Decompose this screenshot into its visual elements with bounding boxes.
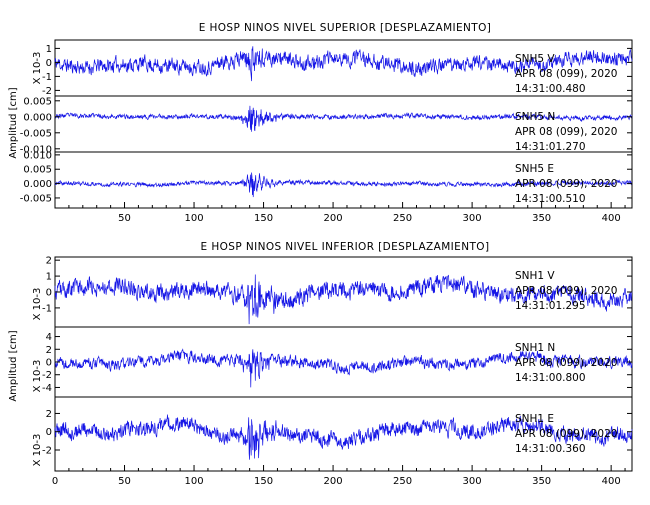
y-tick-label: 2 xyxy=(46,409,52,420)
x-tick-label: 400 xyxy=(602,213,621,224)
x-tick-label: 250 xyxy=(393,213,412,224)
y-tick-label: -0.005 xyxy=(20,128,52,139)
x-tick-label: 50 xyxy=(118,476,131,487)
x-tick-label: 50 xyxy=(118,213,131,224)
panel-snh1-v: 2 1 0 -1 X 10-3 SNH1 V APR 08 (099), 2020 1… xyxy=(32,256,633,328)
x-tick-label: 100 xyxy=(184,213,203,224)
y-tick-label: -2 xyxy=(42,86,52,97)
y-tick-label: 0.005 xyxy=(23,96,52,107)
trace-snh5-e xyxy=(54,172,633,198)
date-label: APR 08 (099), 2020 xyxy=(515,428,617,440)
y-tick-label: 0 xyxy=(46,58,52,69)
y-tick-label: 0 xyxy=(46,427,52,438)
x-tick-label: 200 xyxy=(324,213,343,224)
x-tick-label: 350 xyxy=(532,213,551,224)
panel-snh5-e: 0.010 0.005 0.000 -0.005 SNH5 E APR 08 (099… xyxy=(20,150,633,209)
x-tick-label: 350 xyxy=(532,476,551,487)
x-tick-label: 300 xyxy=(463,213,482,224)
station-label: SNH5 V xyxy=(515,53,555,65)
ylabel-inferior: Amplitud [cm] xyxy=(8,330,19,401)
time-label: 14:31:01.295 xyxy=(515,300,586,312)
y-tick-label: 0 xyxy=(46,358,52,369)
x-tick-label: 100 xyxy=(184,476,203,487)
y-tick-label: 0.010 xyxy=(23,150,52,161)
date-label: APR 08 (099), 2020 xyxy=(515,357,617,369)
y-tick-label: -0.005 xyxy=(20,193,52,204)
station-label: SNH1 V xyxy=(515,270,555,282)
panel-snh1-e: 2 0 -2 X 10-3 SNH1 E APR 08 (099), 2020 14… xyxy=(32,396,633,472)
date-label: APR 08 (099), 2020 xyxy=(515,126,617,138)
unit-label: X 10-3 xyxy=(32,288,43,321)
x-tick-label: 300 xyxy=(463,476,482,487)
y-tick-label: 0.000 xyxy=(23,112,52,123)
y-tick-label: -2 xyxy=(42,445,52,456)
y-tick-label: -1 xyxy=(42,72,52,83)
trace-snh5-v xyxy=(54,46,633,82)
station-label: SNH5 E xyxy=(515,163,554,175)
trace-snh1-v xyxy=(54,274,633,325)
x-tick-label: 0 xyxy=(52,476,58,487)
unit-label: X 10-3 xyxy=(32,52,43,85)
panel-snh5-n: 0.005 0.000 -0.005 -0.010 SNH5 N APR 08 (09… xyxy=(20,95,633,155)
y-tick-label: 1 xyxy=(46,272,52,283)
date-label: APR 08 (099), 2020 xyxy=(515,68,617,80)
date-label: APR 08 (099), 2020 xyxy=(515,178,617,190)
time-label: 14:31:00.510 xyxy=(515,193,586,205)
x-tick-label: 200 xyxy=(324,476,343,487)
x-tick-label: 150 xyxy=(254,476,273,487)
x-tick-label: 400 xyxy=(602,476,621,487)
y-tick-label: 2 xyxy=(46,345,52,356)
y-tick-label: 0.005 xyxy=(23,165,52,176)
time-label: 14:31:00.800 xyxy=(515,372,586,384)
y-tick-label: 0 xyxy=(46,288,52,299)
date-label: APR 08 (099), 2020 xyxy=(515,285,617,297)
station-label: SNH5 N xyxy=(515,111,555,123)
x-tick-label: 250 xyxy=(393,476,412,487)
station-label: SNH1 N xyxy=(515,342,555,354)
y-tick-label: 2 xyxy=(46,256,52,267)
chart-inferior: E HOSP NINOS NIVEL INFERIOR [DESPLAZAMIE… xyxy=(8,241,633,487)
x-tick-label: 150 xyxy=(254,213,273,224)
time-label: 14:31:01.270 xyxy=(515,141,586,153)
trace-snh5-n xyxy=(54,105,633,132)
time-label: 14:31:00.360 xyxy=(515,443,586,455)
trace-snh1-e xyxy=(54,414,633,460)
y-tick-label: -4 xyxy=(42,383,52,394)
panel-snh1-n: 4 2 0-2 -4 X 10-3 SNH1 N APR 08 (099), 2020… xyxy=(32,326,633,398)
panel-frame xyxy=(54,151,633,209)
chart-title-inferior: E HOSP NINOS NIVEL INFERIOR [DESPLAZAMIE… xyxy=(201,241,490,253)
trace-snh1-n xyxy=(54,348,633,388)
unit-label: X 10-3 xyxy=(32,360,43,393)
y-tick-label: -0.010 xyxy=(20,144,52,155)
y-tick-label: 1 xyxy=(46,44,52,55)
unit-label: X 10-3 xyxy=(32,434,43,467)
y-tick-label: 0.000 xyxy=(23,179,52,190)
y-tick-label: -2 xyxy=(42,370,52,381)
panel-frame xyxy=(54,396,633,472)
ylabel-superior: Amplitud [cm] xyxy=(8,87,19,158)
panel-snh5-v: 10-1-2 X 10-3 SNH5 V APR 08 (099), 2020 … xyxy=(32,39,633,97)
y-tick-label: -1 xyxy=(42,303,52,314)
time-label: 14:31:00.480 xyxy=(515,83,586,95)
y-tick-label: 4 xyxy=(46,332,52,343)
chart-superior: E HOSP NINOS NIVEL SUPERIOR [DESPLAZAMIE… xyxy=(8,22,633,224)
station-label: SNH1 E xyxy=(515,413,554,425)
chart-title-superior: E HOSP NINOS NIVEL SUPERIOR [DESPLAZAMIE… xyxy=(199,22,492,34)
